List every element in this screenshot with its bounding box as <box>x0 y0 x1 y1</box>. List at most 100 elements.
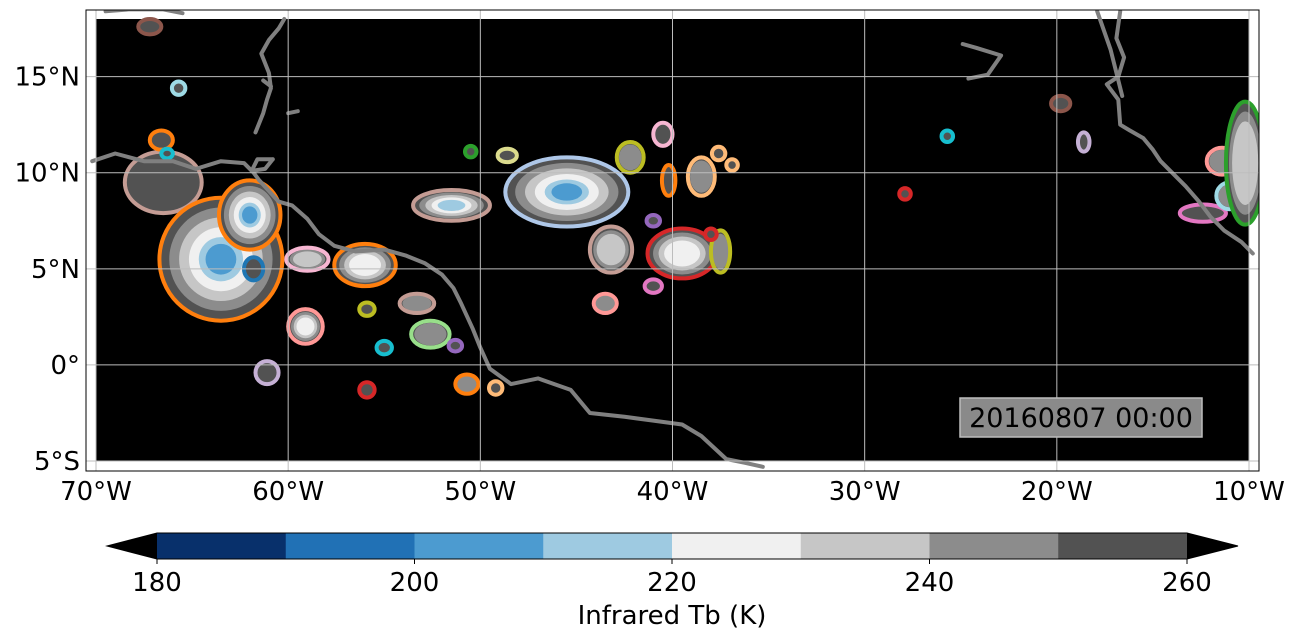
cloud-outline <box>169 79 188 97</box>
cloud-outline <box>1223 99 1259 227</box>
cloud-contour <box>595 295 615 312</box>
y-tick-label: 5°S <box>34 447 80 477</box>
cloud-contour <box>124 151 202 214</box>
cloud-system <box>587 224 635 275</box>
cloud-contour <box>359 302 375 316</box>
cloud-contour <box>359 382 375 398</box>
colorbar-segment <box>800 533 930 559</box>
cloud-outline <box>332 241 398 289</box>
colorbar-label: Infrared Tb (K) <box>578 601 767 631</box>
cloud-contour <box>205 243 237 275</box>
cloud-system <box>591 291 619 316</box>
cloud-outline <box>159 146 175 161</box>
colorbar-ticks: 180 200 220 240 260 <box>132 559 1212 598</box>
cloud-contour <box>296 317 315 336</box>
cloud-system <box>147 128 175 152</box>
cloud-outline <box>136 17 164 37</box>
cloud-system <box>253 359 281 387</box>
cloud-outline <box>642 277 664 295</box>
cloud-system <box>897 186 913 202</box>
cloud-system <box>1075 130 1092 154</box>
y-tick-label: 15°N <box>14 63 80 93</box>
coastline <box>1095 10 1125 98</box>
cloud-contour <box>376 340 392 355</box>
cloud-contour <box>690 160 713 193</box>
cloud-contour <box>1179 204 1226 222</box>
x-tick-label: 20°W <box>1021 477 1093 507</box>
cloud-outline <box>357 300 377 318</box>
cloud-system <box>724 157 740 173</box>
cloud-outline <box>397 291 437 316</box>
coastline <box>253 17 287 135</box>
coastline <box>1104 10 1255 256</box>
cloud-outline <box>703 226 719 243</box>
cloud-system <box>703 226 719 243</box>
cloud-outline <box>357 380 377 400</box>
cloud-contour <box>1232 121 1259 205</box>
cloud-contour <box>618 144 642 171</box>
cloud-system <box>645 226 719 281</box>
cloud-system <box>1049 93 1073 114</box>
cloud-system <box>409 318 452 350</box>
cloud-contour <box>644 279 662 293</box>
cloud-contour <box>255 361 279 385</box>
cloud-outline <box>409 318 452 350</box>
colorbar-segments <box>157 533 1188 559</box>
cloud-outline <box>644 213 663 229</box>
cloud-system <box>503 155 631 229</box>
x-tick-label: 60°W <box>252 477 324 507</box>
cloud-system <box>169 79 188 97</box>
cloud-outline <box>1075 130 1092 154</box>
cloud-contour <box>1051 95 1071 112</box>
cloud-contour <box>414 322 447 346</box>
cloud-outline <box>1049 93 1073 114</box>
cloud-outline <box>659 163 678 198</box>
timestamp-box: 20160807 00:00 <box>959 397 1203 438</box>
timestamp-text: 20160807 00:00 <box>969 403 1193 434</box>
cloud-system <box>397 291 437 316</box>
cloud-outline <box>939 128 956 144</box>
cloud-system <box>614 139 646 175</box>
cloud-system <box>446 337 465 354</box>
cloud-system <box>1223 99 1259 227</box>
cloud-contour <box>596 233 626 266</box>
colorbar-tick-label: 200 <box>390 568 440 598</box>
cloud-contour <box>293 251 322 268</box>
cloud-outline <box>495 146 519 165</box>
cloud-contour <box>551 183 583 201</box>
x-axis-tick-labels: 70°W 60°W 50°W 40°W 30°W 20°W 10°W <box>60 477 1285 507</box>
cloud-system <box>708 228 733 275</box>
cloud-contour <box>242 206 258 224</box>
coastline <box>960 42 1004 81</box>
cloud-contour <box>664 240 701 267</box>
colorbar-segment <box>1058 533 1188 559</box>
y-tick-label: 0° <box>50 351 80 381</box>
cloud-outline <box>897 186 913 202</box>
cloud-system <box>651 120 675 148</box>
colorbar-extend-min <box>107 533 157 559</box>
cloud-system <box>685 155 717 198</box>
cloud-system <box>411 188 492 223</box>
colorbar-tick-label: 260 <box>1162 568 1212 598</box>
cloud-system <box>642 277 664 295</box>
cloud-system <box>486 379 505 397</box>
gridlines <box>86 10 1259 471</box>
y-tick-label: 10°N <box>14 159 80 189</box>
cloud-outline <box>253 359 281 387</box>
cloud-system <box>939 128 956 144</box>
cloud-outline <box>587 224 635 275</box>
colorbar-tick-label: 180 <box>132 568 182 598</box>
coastline <box>249 157 275 173</box>
cloud-system <box>332 241 398 289</box>
x-tick-label: 50°W <box>444 477 516 507</box>
cloud-contour <box>138 19 162 35</box>
x-tick-label: 10°W <box>1213 477 1285 507</box>
map-border <box>85 9 1260 472</box>
cloud-outline <box>709 144 728 163</box>
cloud-contour <box>457 376 477 393</box>
cloud-system <box>357 300 377 318</box>
cloud-outline <box>284 245 331 273</box>
colorbar-tick-label: 220 <box>647 568 697 598</box>
cloud-system <box>357 380 377 400</box>
